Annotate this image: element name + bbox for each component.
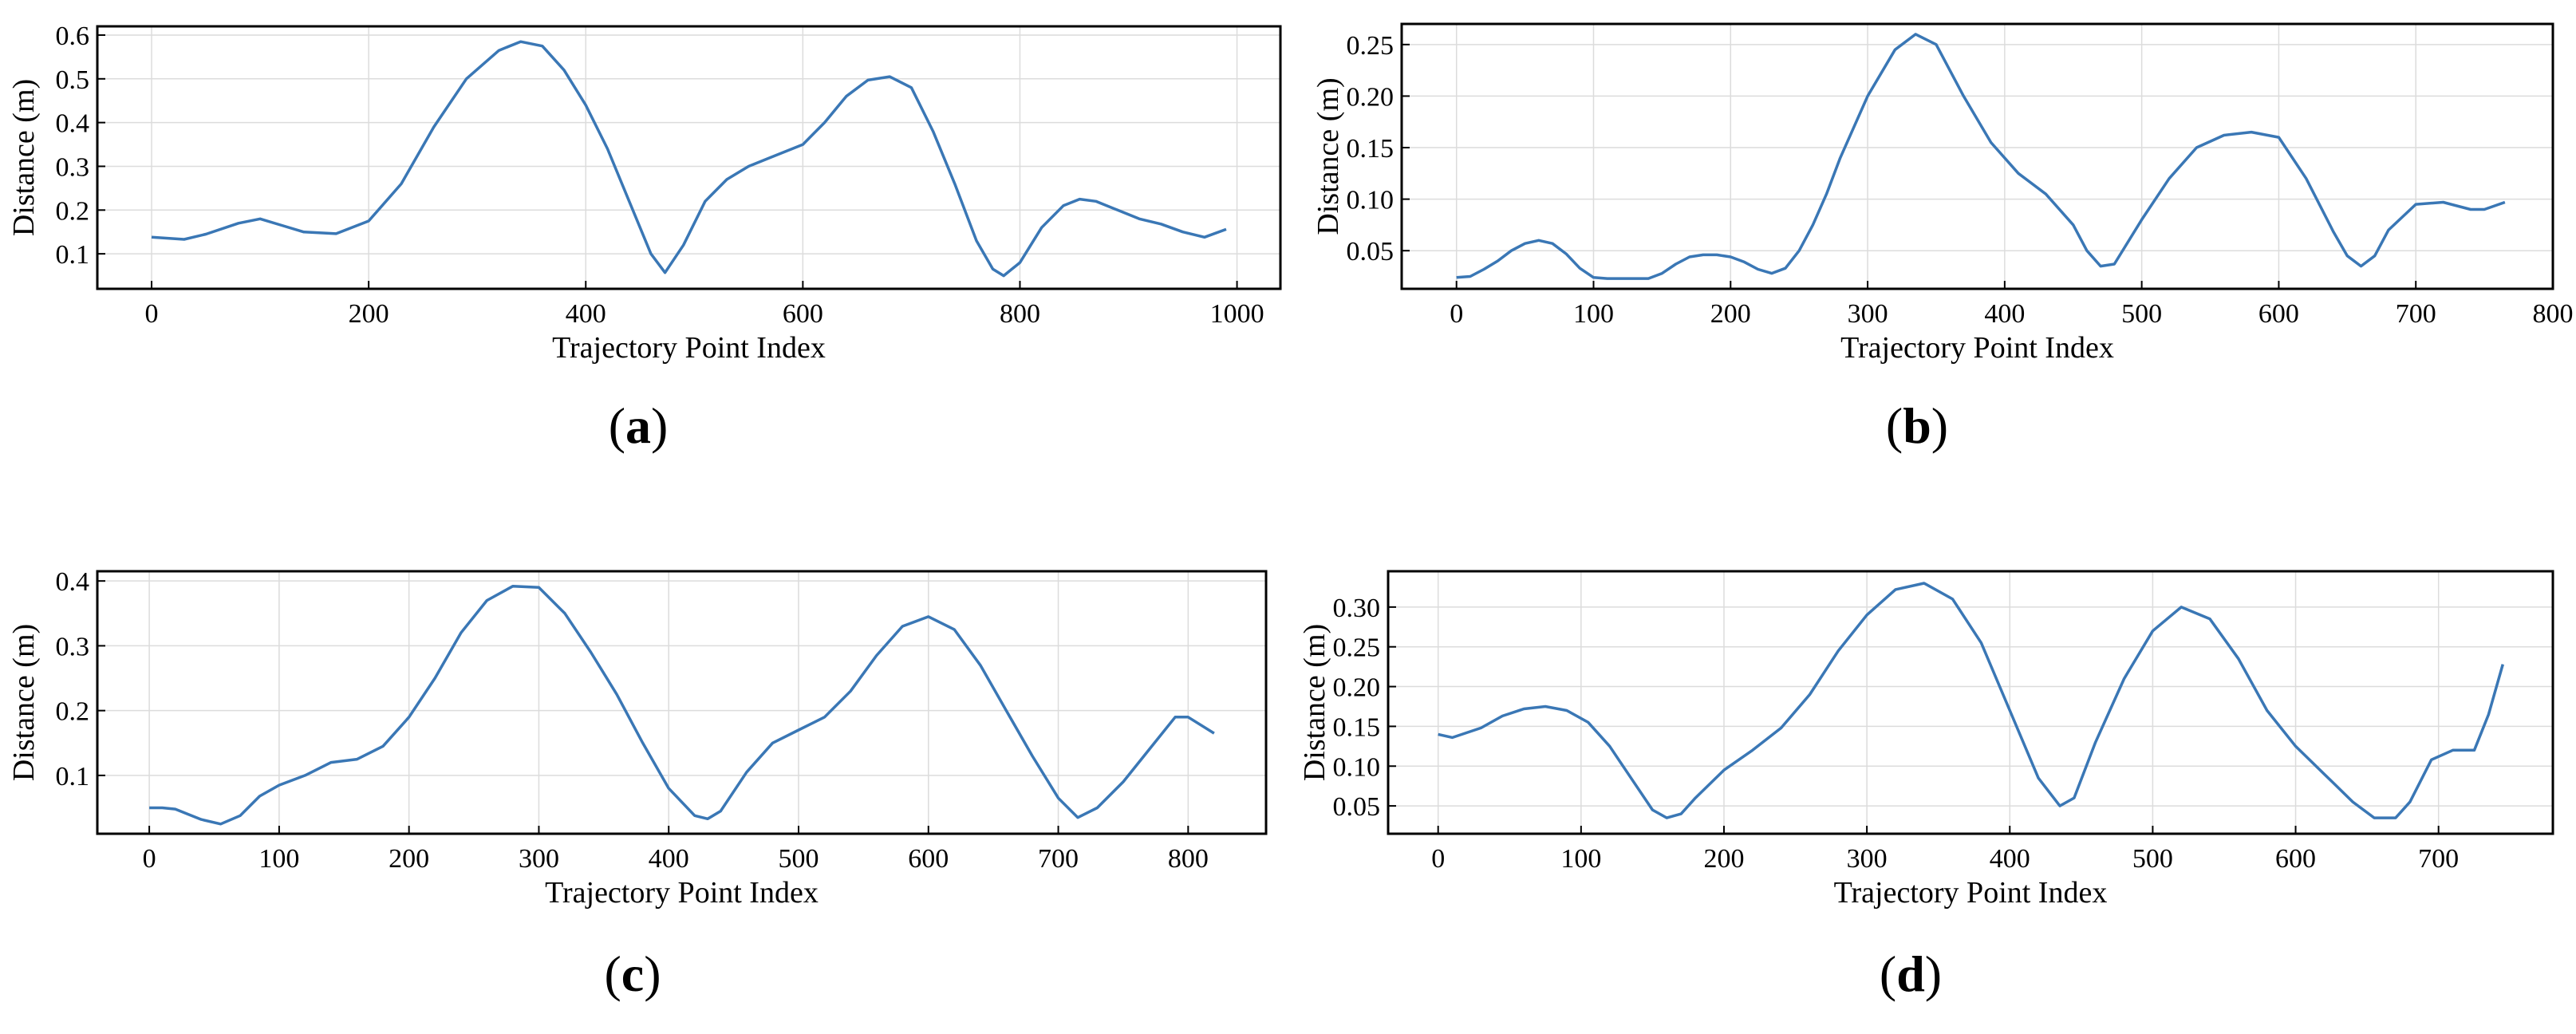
x-tick-label: 600 [908,844,949,874]
x-tick-label: 100 [1560,844,1601,874]
y-tick-label: 0.2 [56,196,90,226]
y-tick-label: 0.20 [1333,673,1381,703]
x-tick-label: 700 [1038,844,1079,874]
y-tick-label: 0.1 [56,240,90,270]
x-tick-label: 700 [2418,844,2459,874]
panel-label: (c) [604,945,661,1002]
panel-label: (d) [1880,945,1942,1002]
y-tick-label: 0.6 [56,22,90,51]
x-tick-label: 100 [1573,299,1614,329]
x-tick-label: 200 [1703,844,1744,874]
y-axis-label: Distance (m) [1298,624,1331,781]
series-line [149,584,1215,826]
y-tick-label: 0.3 [56,632,90,661]
x-tick-label: 400 [1990,844,2030,874]
x-tick-label: 200 [389,844,429,874]
x-tick-label: 800 [1000,299,1040,329]
y-tick-label: 0.15 [1333,712,1381,742]
y-axis-label: Distance (m) [1312,77,1345,235]
y-tick-label: 0.10 [1333,752,1381,782]
x-tick-label: 300 [519,844,559,874]
y-axis-label: Distance (m) [7,79,41,236]
x-tick-label: 500 [779,844,819,874]
y-axis-label: Distance (m) [7,624,41,781]
y-tick-label: 0.20 [1347,82,1395,112]
y-tick-label: 0.15 [1347,134,1395,164]
x-tick-label: 300 [1847,844,1888,874]
x-tick-label: 400 [566,299,606,329]
x-tick-label: 500 [2121,299,2162,329]
y-tick-label: 0.05 [1333,792,1381,822]
x-tick-label: 200 [1710,299,1751,329]
y-tick-label: 0.10 [1347,186,1395,215]
axes-frame [1400,22,2554,290]
x-tick-label: 400 [649,844,689,874]
x-tick-label: 500 [2132,844,2173,874]
series-line [1438,582,2504,819]
x-tick-label: 0 [145,299,159,329]
x-tick-label: 600 [2258,299,2299,329]
x-tick-label: 0 [143,844,156,874]
y-tick-label: 0.2 [56,697,90,727]
x-tick-label: 1000 [1210,299,1264,329]
x-tick-label: 400 [1984,299,2025,329]
x-tick-label: 300 [1848,299,1888,329]
panel-c: 0 100 200 300 400 500 600 700 800 0.1 0.2 0.3 0.4 Tra… [7,567,1268,1002]
y-tick-label: 0.05 [1347,237,1395,266]
panel-d: 0 100 200 300 400 500 600 700 0.05 0.10 0.15 0.20 0.… [1298,570,2554,1002]
y-tick-label: 0.4 [56,109,90,139]
x-tick-label: 800 [1168,844,1209,874]
axes-frame [96,570,1268,835]
axes-frame [96,25,1282,290]
panel-a: 0 200 400 600 800 1000 0.1 0.2 0.3 0.4 0.5 0.6 Traje… [7,22,1282,454]
y-tick-label: 0.3 [56,152,90,182]
x-tick-label: 100 [258,844,299,874]
x-axis-label: Trajectory Point Index [545,876,819,910]
panel-b: 0 100 200 300 400 500 600 700 800 0.05 0.10 0.15 0.2… [1312,22,2574,454]
y-tick-label: 0.4 [56,567,90,597]
x-tick-label: 600 [783,299,823,329]
x-tick-label: 800 [2533,299,2574,329]
axes-frame [1387,570,2554,835]
x-tick-label: 600 [2275,844,2316,874]
x-tick-label: 0 [1450,299,1463,329]
y-tick-label: 0.25 [1347,31,1395,61]
series-line [151,40,1227,278]
x-axis-label: Trajectory Point Index [1840,331,2114,365]
panel-label: (a) [609,397,669,454]
x-tick-label: 0 [1431,844,1445,874]
y-tick-label: 0.1 [56,762,90,791]
x-axis-label: Trajectory Point Index [552,331,826,365]
y-tick-label: 0.5 [56,65,90,95]
y-tick-label: 0.30 [1333,594,1381,623]
x-axis-label: Trajectory Point Index [1834,876,2108,910]
x-tick-label: 700 [2396,299,2436,329]
series-line [1456,33,2506,280]
y-tick-label: 0.25 [1333,633,1381,663]
panel-label: (b) [1886,397,1948,454]
x-tick-label: 200 [349,299,389,329]
